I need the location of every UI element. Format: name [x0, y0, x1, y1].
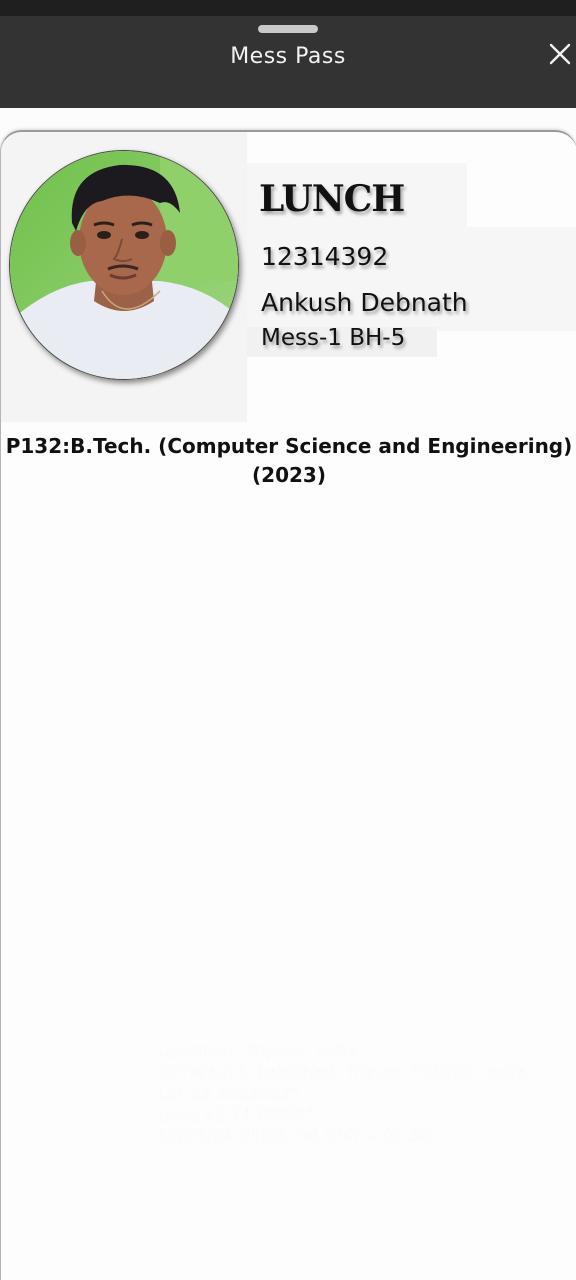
mess-hostel-box: [247, 327, 437, 357]
meal-type: LUNCH: [259, 178, 405, 220]
status-bar: [0, 0, 576, 16]
program-line-1: P132:B.Tech. (Computer Science and Engin…: [5, 434, 573, 458]
watermark-timestamp: 16/05/24 01:25 PM GMT +05:30: [157, 1126, 431, 1146]
close-button[interactable]: [548, 42, 576, 82]
mess-pass-card: LUNCH 12314392 Ankush Debnath Mess-1 BH-…: [0, 130, 576, 1280]
student-info-box: [247, 227, 576, 331]
watermark-place: Lalchhari, Tripura, India: [157, 1042, 357, 1062]
drag-handle[interactable]: [258, 25, 318, 33]
photo-panel: [1, 132, 247, 422]
sheet-body: LUNCH 12314392 Ankush Debnath Mess-1 BH-…: [0, 108, 576, 1280]
watermark-longitude: Long 91.7438599°: [157, 1105, 315, 1125]
program-line-2: (2023): [252, 463, 326, 487]
sheet-title: Mess Pass: [230, 44, 346, 69]
student-name: Ankush Debnath: [261, 288, 468, 317]
close-icon: [549, 43, 571, 65]
meal-label-box: [247, 163, 467, 227]
program-name: P132:B.Tech. (Computer Science and Engin…: [1, 432, 576, 490]
watermark-address: XF7W+FJ3, Lalchhari, Tripura 799201, Ind…: [157, 1063, 527, 1083]
student-photo: [9, 150, 239, 380]
student-photo-icon: [10, 151, 238, 379]
registration-number: 12314392: [261, 242, 389, 271]
watermark-latitude: Lat 23.9483002°: [157, 1084, 301, 1104]
geo-watermark: Lalchhari, Tripura, India XF7W+FJ3, Lalc…: [157, 1042, 567, 1147]
sheet-header: Mess Pass: [0, 16, 576, 108]
mess-hostel: Mess-1 BH-5: [261, 325, 406, 351]
